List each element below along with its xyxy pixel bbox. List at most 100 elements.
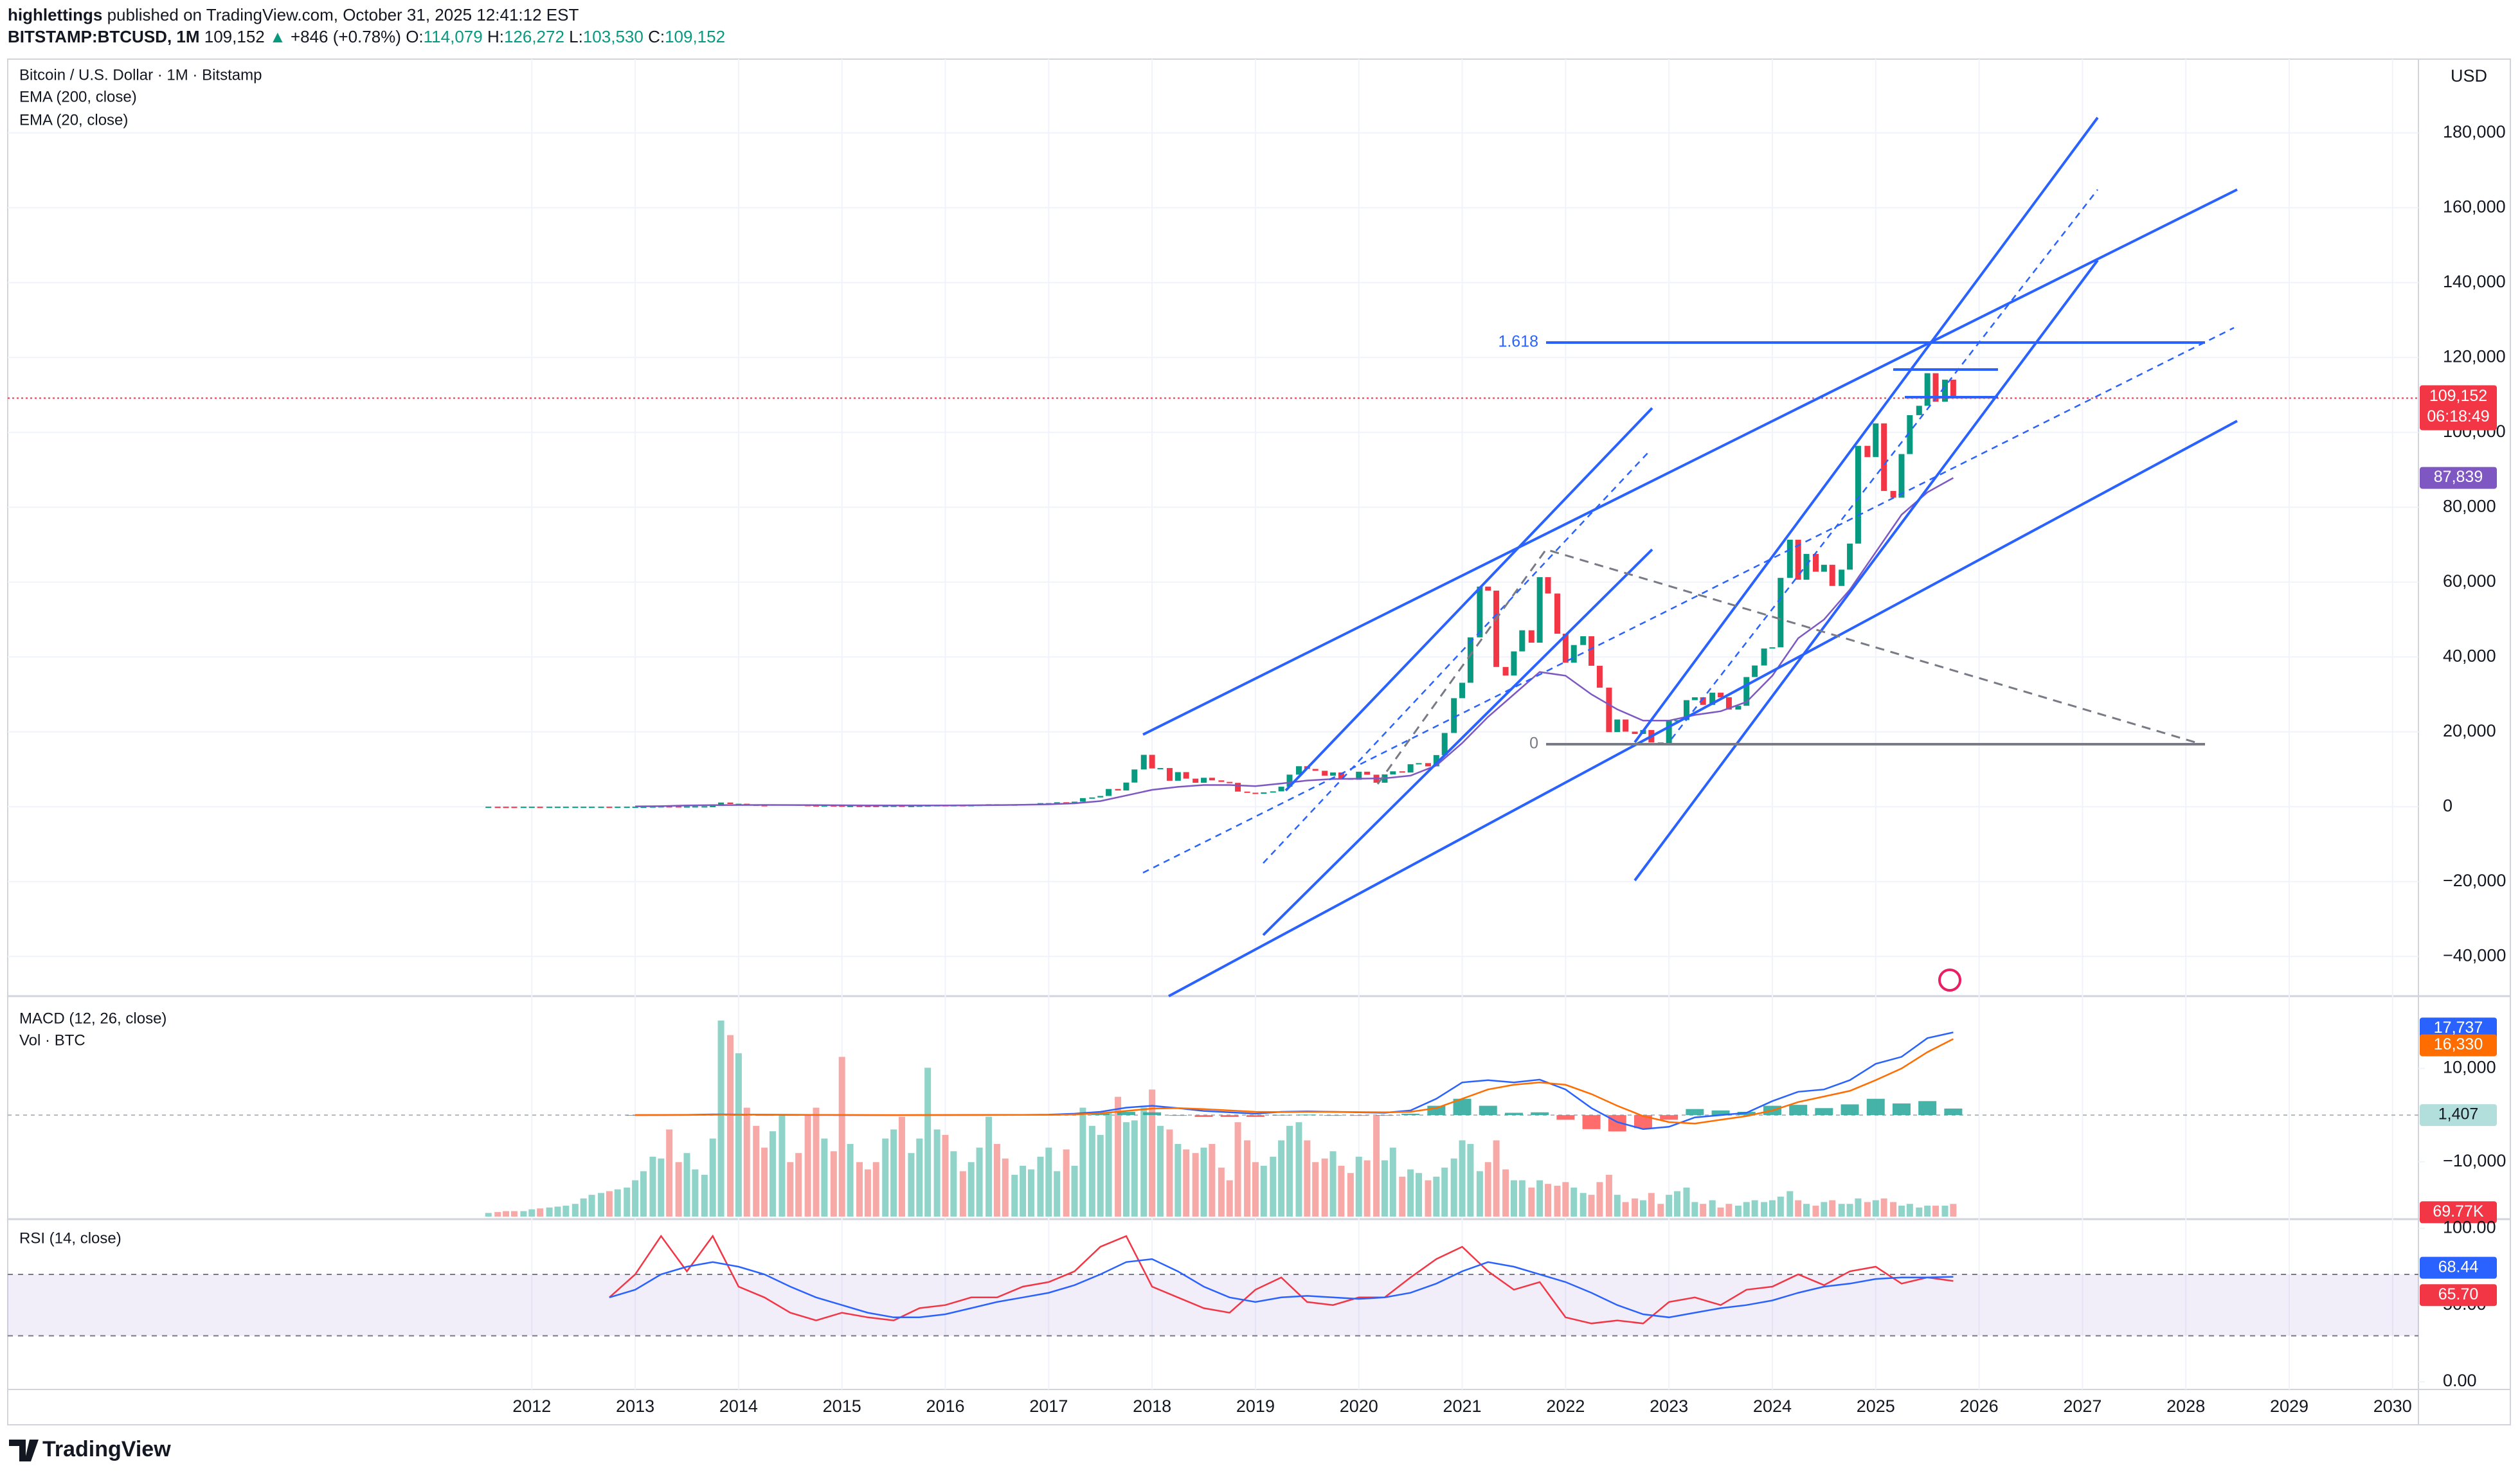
volume-bar <box>701 1175 708 1217</box>
candle-body <box>1123 782 1130 790</box>
volume-bar <box>1027 1169 1034 1217</box>
volume-bar <box>1734 1206 1742 1217</box>
macd-histogram <box>1246 1115 1264 1118</box>
candle-body <box>562 807 569 808</box>
volume-bar <box>1725 1204 1733 1217</box>
candle-body <box>1270 791 1276 793</box>
candle-body <box>1683 700 1689 720</box>
volume-bar <box>821 1138 828 1217</box>
x-tick-label: 2025 <box>1857 1397 1895 1416</box>
y-tick-label: 0 <box>2443 796 2452 815</box>
macd-histogram <box>1660 1115 1679 1120</box>
drawings: 1.618 0 <box>1142 116 2238 997</box>
volume-bar <box>1347 1173 1354 1217</box>
volume-bar <box>1605 1175 1612 1217</box>
value-tag-text: 87,839 <box>2434 468 2483 486</box>
trend-line <box>1262 548 1653 936</box>
volume-bar <box>1011 1175 1018 1217</box>
y-tick-label: 180,000 <box>2443 122 2506 141</box>
legend-ema: EMA (200, close) <box>19 88 137 105</box>
volume-bar <box>1761 1202 1768 1217</box>
candle-body <box>1485 586 1491 591</box>
volume-bar <box>588 1195 595 1217</box>
y-tick-label: 60,000 <box>2443 571 2496 591</box>
volume-bar <box>1683 1187 1690 1217</box>
volume-bar <box>580 1198 587 1217</box>
volume-bar <box>1916 1207 1923 1217</box>
author: highlettings <box>8 5 103 24</box>
volume-bar <box>1149 1089 1156 1217</box>
macd-histogram <box>1324 1115 1342 1116</box>
volume-bar <box>872 1162 879 1217</box>
ohlc-l: L: <box>569 27 583 46</box>
macd-line <box>635 1038 1954 1125</box>
candle-body <box>624 807 630 808</box>
macd-histogram <box>1427 1105 1446 1116</box>
candle-body <box>1390 771 1396 774</box>
volume-bar <box>1777 1196 1784 1217</box>
volume-bar <box>1484 1162 1491 1217</box>
candle-body <box>1632 731 1638 735</box>
volume-bar <box>1562 1182 1569 1217</box>
frame <box>7 58 2511 1425</box>
volume-bar <box>1545 1184 1552 1217</box>
volume-bar <box>1381 1160 1388 1217</box>
volume-bar <box>1441 1167 1448 1217</box>
volume-bar <box>1399 1176 1406 1217</box>
volume-bar <box>1648 1193 1655 1217</box>
volume-bar <box>546 1207 553 1217</box>
candle-body <box>1192 778 1199 783</box>
volume-bar <box>1389 1147 1396 1217</box>
volume-bar <box>572 1204 579 1217</box>
candle-body <box>1545 577 1551 594</box>
event-icon[interactable] <box>1938 969 1961 992</box>
candle-body <box>1441 733 1448 755</box>
candle-body <box>1907 415 1913 454</box>
currency: USD <box>2451 66 2487 85</box>
value-tag-text: 65.70 <box>2438 1285 2479 1303</box>
macd-histogram <box>1298 1114 1317 1116</box>
volume-bar <box>692 1169 699 1217</box>
value-tag <box>2420 1284 2497 1307</box>
volume-bar <box>1115 1096 1122 1217</box>
volume-bar <box>1270 1156 1277 1217</box>
macd-histogram <box>1531 1112 1549 1116</box>
arrow: ▲ <box>269 27 286 46</box>
candle-body <box>1881 423 1887 491</box>
candle-body <box>890 805 897 807</box>
volume-bar <box>649 1156 656 1217</box>
candle-body <box>1322 771 1328 776</box>
trend-line <box>1142 188 2238 736</box>
candle-body <box>1606 688 1612 733</box>
macd-histogram <box>1918 1101 1937 1116</box>
macd-histogram <box>1789 1105 1808 1116</box>
candle-body <box>1589 636 1595 666</box>
candle-body <box>1554 593 1560 634</box>
volume-bar <box>1717 1207 1724 1217</box>
candle-body <box>1864 445 1871 458</box>
logo-mark <box>9 1440 39 1461</box>
volume-bar <box>1321 1158 1328 1217</box>
macd-histogram <box>1841 1104 1859 1116</box>
candle-body <box>1950 379 1956 398</box>
price-tag-text: 109,152 <box>2429 387 2487 405</box>
candle-body <box>1614 719 1621 733</box>
volume-bar <box>1812 1206 1819 1217</box>
volume-bar <box>1054 1171 1061 1217</box>
volume-bar <box>1743 1202 1750 1217</box>
volume-bar <box>485 1213 492 1217</box>
marks <box>8 373 2418 1337</box>
candle-body <box>1235 783 1241 792</box>
candle-body <box>666 806 672 808</box>
macd-histogram <box>1866 1098 1885 1116</box>
volume-bar <box>1286 1125 1293 1217</box>
x-tick-label: 2027 <box>2063 1397 2102 1416</box>
x-tick-label: 2028 <box>2166 1397 2205 1416</box>
macd-histogram <box>1272 1114 1291 1116</box>
volume-bar <box>658 1158 665 1217</box>
candle-body <box>1183 772 1189 779</box>
volume-bar <box>1639 1200 1646 1217</box>
x-tick-label: 2023 <box>1650 1397 1688 1416</box>
candle-body <box>1278 787 1284 792</box>
volume-bar <box>864 1169 871 1217</box>
